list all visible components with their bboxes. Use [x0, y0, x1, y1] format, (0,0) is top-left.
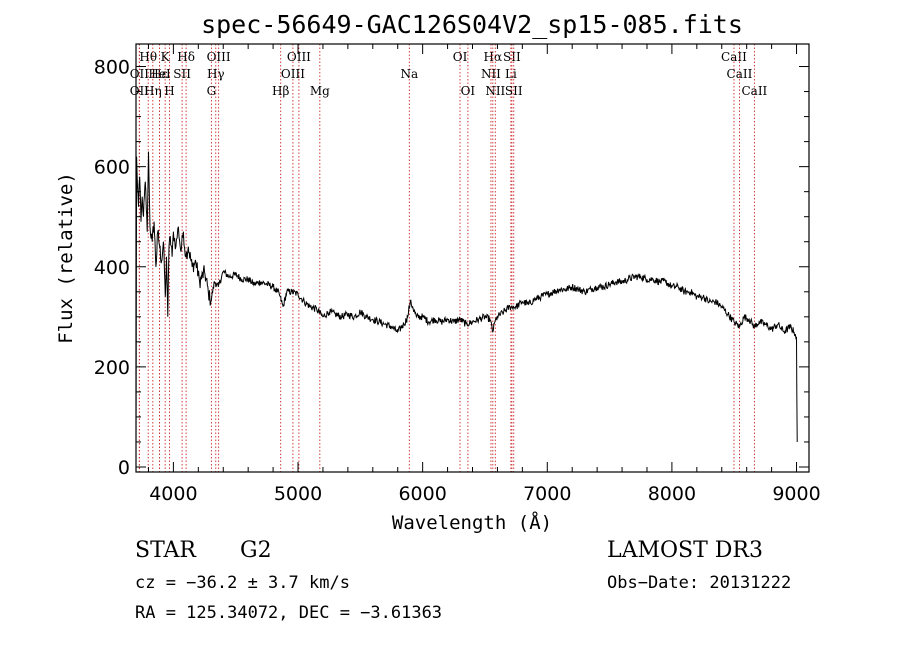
line-marker-label: Mg [310, 84, 330, 98]
redshift-cz: cz = −36.2 ± 3.7 km/s [135, 573, 350, 593]
object-class: STAR [135, 538, 196, 563]
line-marker-label: Na [400, 67, 418, 81]
x-tick-label: 5000 [274, 483, 322, 505]
line-marker-label: NII [485, 84, 505, 98]
y-axis-label: Flux (relative) [55, 172, 77, 344]
line-marker-label: Hε [151, 67, 168, 81]
x-tick-label: 8000 [648, 483, 696, 505]
line-marker-label: Hα [484, 50, 503, 64]
line-marker-label: Hβ [272, 84, 289, 98]
y-tick-label: 200 [94, 357, 130, 379]
line-marker-label: Li [505, 67, 517, 81]
line-marker-label: CaII [727, 67, 753, 81]
line-marker-label: NII [481, 67, 501, 81]
y-tick-label: 600 [94, 157, 130, 179]
x-tick-label: 4000 [149, 483, 197, 505]
survey-name: LAMOST DR3 [607, 538, 763, 563]
line-marker-label: OII [130, 67, 150, 81]
line-marker-label: K [161, 50, 171, 64]
line-marker-label: OII [130, 84, 150, 98]
x-axis-label: Wavelength (Å) [392, 511, 552, 534]
line-marker-label: OIII [207, 50, 231, 64]
line-marker-label: OIII [287, 50, 311, 64]
y-tick-label: 0 [118, 457, 130, 479]
line-marker-label: SII [503, 50, 521, 64]
line-marker-label: H [164, 84, 174, 98]
x-tick-label: 7000 [523, 483, 571, 505]
y-tick-label: 400 [94, 257, 130, 279]
line-marker-label: SII [505, 84, 523, 98]
y-tick-label: 800 [94, 57, 130, 79]
x-tick-label: 9000 [772, 483, 820, 505]
line-markers: Hθ OII OII K Hε Hη HeI H Hδ SII OIII Hγ G OIII OIII Hβ M… [130, 44, 768, 472]
observation-date: Obs−Date: 20131222 [607, 573, 792, 593]
chart-title: spec-56649-GAC126S04V2_sp15-085.fits [201, 10, 743, 39]
line-marker-label: Hη [144, 84, 162, 98]
axis-ticks: 4000 5000 6000 7000 8000 9000 0 200 400 600 800 [94, 44, 821, 505]
x-tick-label: 6000 [398, 483, 446, 505]
line-marker-label: CaII [741, 84, 767, 98]
line-marker-label: OI [453, 50, 468, 64]
coordinates: RA = 125.34072, DEC = −3.61363 [135, 603, 443, 623]
line-marker-label: OIII [281, 67, 305, 81]
plot-frame [135, 43, 810, 473]
line-marker-label: Hδ [177, 50, 195, 64]
spectral-subclass: G2 [240, 538, 272, 563]
line-marker-label: CaII [721, 50, 747, 64]
line-marker-label: HeI [148, 67, 171, 81]
line-marker-label: OI [461, 84, 476, 98]
line-marker-label: SII [173, 67, 191, 81]
line-marker-label: G [207, 84, 217, 98]
spectrum-line [135, 151, 798, 443]
line-marker-label: Hθ [139, 50, 157, 64]
line-marker-label: Hγ [207, 67, 225, 81]
